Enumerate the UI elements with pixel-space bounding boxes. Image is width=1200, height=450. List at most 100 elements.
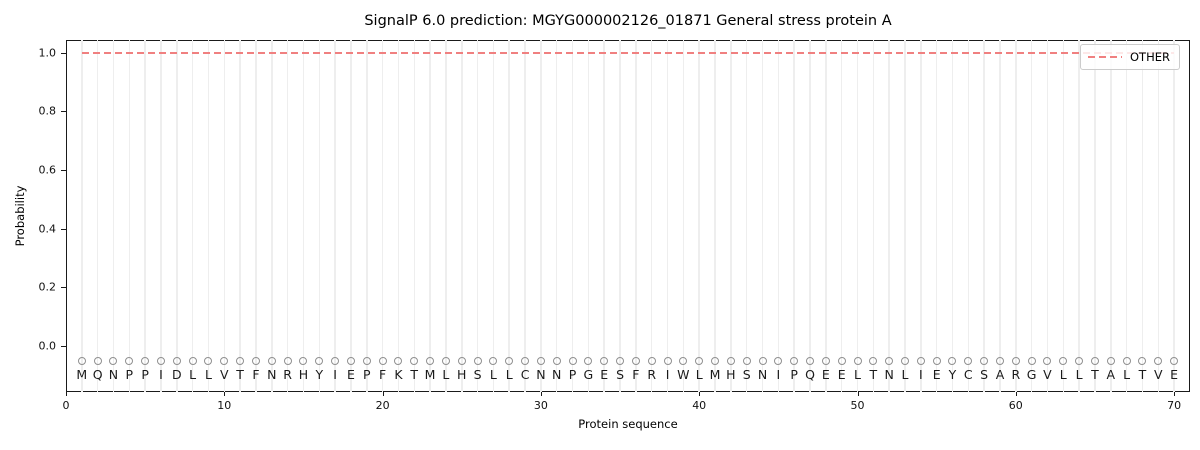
residue-marker: [426, 356, 435, 365]
x-tick-mark: [699, 392, 701, 396]
gridline: [191, 40, 194, 392]
residue-marker: [521, 356, 530, 365]
residue-marker: [378, 356, 387, 365]
x-tick-mark: [1174, 392, 1176, 396]
residue-letter: N: [757, 367, 768, 383]
residue-letter: H: [457, 367, 467, 383]
residue-letter: R: [1011, 367, 1021, 383]
gridline: [366, 40, 368, 392]
residue-marker: [616, 356, 625, 365]
residue-marker: [299, 356, 308, 365]
gridline: [128, 40, 131, 392]
gridline: [730, 40, 732, 392]
gridline: [223, 40, 226, 392]
legend-label: OTHER: [1130, 50, 1170, 64]
x-tick-label: 70: [1167, 399, 1182, 412]
gridline: [476, 40, 479, 392]
residue-marker: [726, 356, 735, 365]
residue-marker: [584, 356, 593, 365]
y-tick-mark: [61, 287, 66, 289]
gridline: [967, 40, 970, 392]
residue-letter: V: [1043, 367, 1052, 383]
residue-marker: [77, 356, 86, 365]
gridline: [888, 40, 890, 392]
residue-marker: [948, 356, 957, 365]
residue-marker: [853, 356, 862, 365]
y-tick-label: 0.6: [38, 163, 57, 177]
residue-marker: [758, 356, 767, 365]
gridline: [840, 40, 843, 392]
residue-marker: [980, 356, 989, 365]
gridline: [318, 40, 321, 392]
residue-marker: [1154, 356, 1163, 365]
gridline: [809, 40, 811, 392]
residue-marker: [346, 356, 355, 365]
y-tick-label: 0.4: [38, 222, 57, 236]
residue-marker: [647, 356, 656, 365]
plot-area: [66, 40, 1190, 392]
gridline: [619, 40, 621, 392]
gridline: [176, 40, 178, 392]
x-tick-label: 10: [217, 399, 232, 412]
gridline: [951, 40, 954, 392]
residue-marker: [711, 356, 720, 365]
legend-dashed-line-icon: [1088, 56, 1122, 58]
residue-letter: L: [442, 367, 450, 383]
residue-letter: C: [520, 367, 530, 383]
residue-letter: N: [108, 367, 119, 383]
y-tick-mark: [61, 111, 66, 113]
residue-marker: [964, 356, 973, 365]
residue-marker: [188, 356, 197, 365]
gridline: [714, 40, 716, 392]
gridline: [1015, 40, 1017, 392]
x-tick-mark: [1015, 392, 1017, 396]
residue-marker: [441, 356, 450, 365]
residue-marker: [1027, 356, 1036, 365]
residue-letter: T: [236, 367, 244, 383]
gridline: [555, 40, 558, 392]
residue-letter: Y: [315, 367, 324, 383]
residue-marker: [394, 356, 403, 365]
legend-box: OTHER: [1080, 44, 1180, 70]
residue-marker: [1138, 356, 1147, 365]
gridline: [413, 40, 415, 392]
residue-marker: [505, 356, 514, 365]
residue-marker: [1059, 356, 1068, 365]
residue-letter: P: [125, 367, 134, 383]
residue-letter: F: [378, 367, 387, 383]
residue-letter: Q: [805, 367, 815, 383]
residue-marker: [869, 356, 878, 365]
gridline: [1030, 40, 1033, 392]
residue-letter: N: [552, 367, 562, 383]
residue-letter: F: [252, 367, 260, 383]
gridline: [777, 40, 780, 392]
residue-letter: L: [204, 367, 212, 383]
residue-letter: G: [583, 367, 594, 383]
residue-marker: [251, 356, 260, 365]
residue-letter: M: [424, 367, 436, 383]
gridline: [286, 40, 289, 392]
residue-marker: [267, 356, 276, 365]
residue-marker: [1122, 356, 1131, 365]
residue-letter: T: [410, 367, 419, 383]
residue-letter: N: [267, 367, 277, 383]
x-tick-label: 20: [375, 399, 390, 412]
gridline: [81, 40, 83, 392]
residue-marker: [125, 356, 134, 365]
residue-letter: H: [298, 367, 309, 383]
gridline: [935, 40, 938, 392]
residue-letter: T: [869, 367, 878, 383]
residue-letter: I: [333, 367, 337, 383]
residue-letter: L: [854, 367, 861, 383]
residue-marker: [995, 356, 1004, 365]
gridline: [666, 40, 669, 392]
x-tick-label: 50: [850, 399, 865, 412]
residue-letter: L: [489, 367, 497, 383]
gridline: [571, 40, 574, 392]
gridline: [271, 40, 273, 392]
residue-marker: [1170, 356, 1179, 365]
residue-marker: [141, 356, 150, 365]
residue-letter: L: [505, 367, 513, 383]
residue-marker: [742, 356, 751, 365]
residue-marker: [552, 356, 561, 365]
